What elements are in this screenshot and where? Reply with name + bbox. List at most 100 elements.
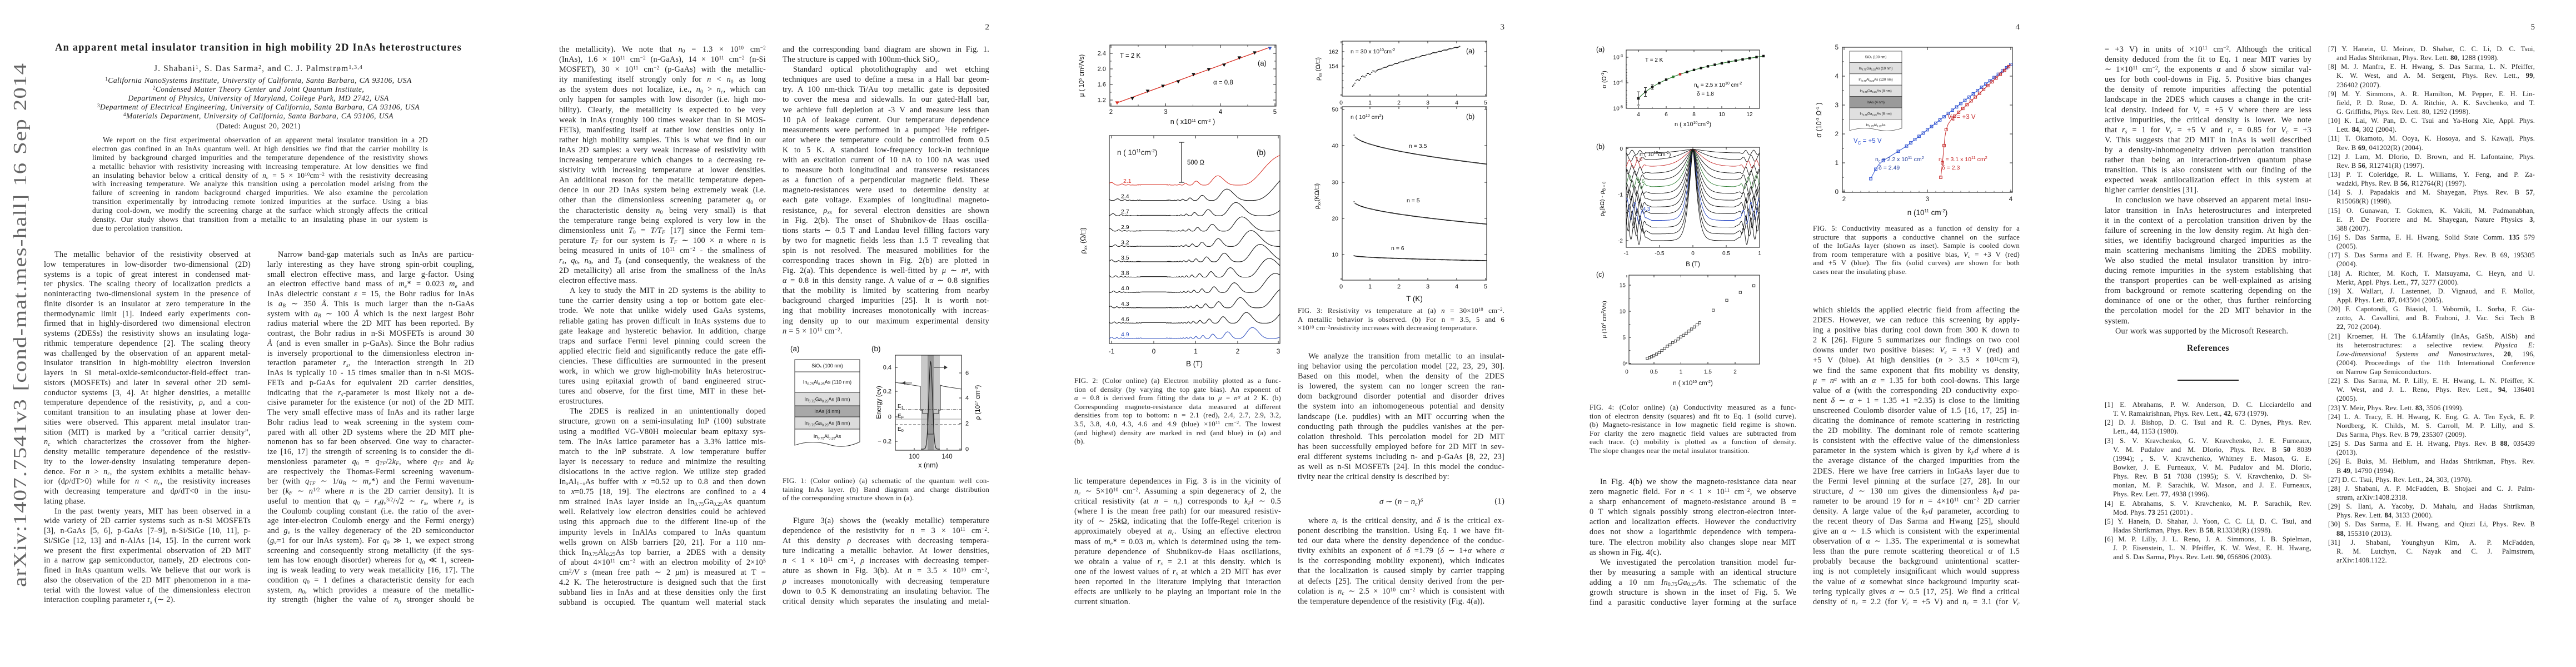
svg-text:ρB(kΩ) - ρB = 0: ρB(kΩ) - ρB = 0 — [1599, 182, 1607, 217]
svg-text:-0.5: -0.5 — [1655, 251, 1665, 257]
svg-text:1.2: 1.2 — [1098, 97, 1106, 104]
svg-text:(b): (b) — [1466, 113, 1474, 121]
svg-text:15: 15 — [1620, 283, 1626, 289]
svg-text:0: 0 — [1622, 361, 1626, 367]
svg-text:1.5: 1.5 — [1704, 369, 1712, 375]
svg-text:In0.75Ga0.25As (10 nm): In0.75Ga0.25As (10 nm) — [1859, 67, 1893, 71]
svg-text:n ( x1010 cm-2): n ( x1010 cm-2) — [1673, 380, 1713, 387]
svg-text:In0.75Ga0.25As (8 nm): In0.75Ga0.25As (8 nm) — [1860, 112, 1891, 116]
svg-text:B (T): B (T) — [1186, 360, 1203, 368]
svg-text:(a): (a) — [1466, 47, 1474, 55]
svg-text:0: 0 — [1691, 251, 1695, 257]
svg-text:(b): (b) — [1257, 148, 1266, 157]
svg-text:In0.75Al0.25As (110 nm): In0.75Al0.25As (110 nm) — [803, 380, 851, 387]
svg-text:VC = +3 V: VC = +3 V — [1947, 114, 1976, 122]
svg-text:x (nm): x (nm) — [918, 461, 938, 469]
svg-text:2.4: 2.4 — [1121, 193, 1129, 200]
svg-text:VC = +5 V: VC = +5 V — [1853, 138, 1882, 146]
svg-text:T (K): T (K) — [1406, 295, 1423, 303]
svg-text:20: 20 — [1332, 216, 1338, 222]
svg-text:5: 5 — [1622, 335, 1626, 341]
svg-text:T = 2 K: T = 2 K — [1645, 57, 1663, 63]
svg-text:E0: E0 — [898, 426, 904, 433]
svg-text:-1: -1 — [1624, 251, 1629, 257]
svg-text:1: 1 — [1368, 99, 1372, 106]
svg-text:162: 162 — [1328, 49, 1338, 56]
svg-text:In0.75Ga0.25As (8 nm): In0.75Ga0.25As (8 nm) — [805, 421, 850, 428]
svg-text:5.6: 5.6 — [1637, 178, 1645, 185]
svg-text:nc = 2.5 x 1010 cm-2: nc = 2.5 x 1010 cm-2 — [1694, 82, 1742, 89]
svg-text:δ = 2.49: δ = 2.49 — [1879, 165, 1900, 171]
svg-text:2.0: 2.0 — [1098, 66, 1106, 73]
svg-text:6: 6 — [965, 370, 969, 377]
svg-text:2.1: 2.1 — [1123, 178, 1132, 185]
svg-text:n (1011 cm-2): n (1011 cm-2) — [1907, 208, 1947, 217]
svg-text:n ( 1010 cm2): n ( 1010 cm2) — [1351, 114, 1383, 121]
svg-text:0: 0 — [1835, 189, 1838, 196]
svg-text:SiOₓ (100 nm): SiOₓ (100 nm) — [811, 363, 843, 369]
svg-text:In0.75Ga0.25As (8 nm): In0.75Ga0.25As (8 nm) — [805, 397, 850, 404]
svg-text:3: 3 — [1426, 99, 1429, 106]
svg-text:T = 2 K: T = 2 K — [1120, 53, 1141, 59]
svg-text:n = 30 x 1010cm-2: n = 30 x 1010cm-2 — [1351, 48, 1395, 55]
svg-text:(a): (a) — [1258, 59, 1267, 67]
svg-text:7.0: 7.0 — [1635, 157, 1642, 163]
svg-text:nc = 3.1 x 1011 cm2: nc = 3.1 x 1011 cm2 — [1939, 155, 1987, 164]
svg-text:0: 0 — [888, 414, 891, 421]
svg-text:1: 1 — [1368, 283, 1372, 290]
svg-text:2: 2 — [1842, 196, 1846, 203]
svg-text:3.2: 3.2 — [1121, 239, 1129, 246]
svg-text:0: 0 — [1152, 347, 1156, 355]
svg-text:3.5: 3.5 — [1121, 255, 1129, 261]
svg-text:(b): (b) — [871, 345, 881, 353]
svg-text:4: 4 — [1637, 112, 1640, 118]
svg-text:2: 2 — [1236, 347, 1240, 355]
svg-text:2: 2 — [1733, 369, 1737, 375]
svg-text:4: 4 — [965, 395, 969, 402]
svg-text:2: 2 — [965, 421, 969, 427]
svg-text:2: 2 — [1397, 283, 1401, 290]
svg-text:6: 6 — [1665, 112, 1668, 118]
svg-text:In0.75Al0.25As (120 nm): In0.75Al0.25As (120 nm) — [1858, 78, 1892, 82]
svg-text:2.9: 2.9 — [1121, 224, 1129, 231]
svg-text:30: 30 — [1332, 180, 1338, 186]
svg-text:nc = 2.2 x 1011 cm2: nc = 2.2 x 1011 cm2 — [1875, 155, 1924, 164]
svg-text:ρxx(KΩ/□): ρxx(KΩ/□) — [1314, 183, 1322, 209]
svg-text:10: 10 — [1332, 252, 1338, 258]
svg-text:δ = 1.8: δ = 1.8 — [1697, 91, 1714, 97]
svg-text:4: 4 — [1835, 73, 1839, 80]
svg-text:-1: -1 — [1618, 192, 1623, 198]
svg-text:5: 5 — [1835, 44, 1838, 51]
svg-text:-2: -2 — [1618, 238, 1623, 245]
svg-text:10-5: 10-5 — [1613, 106, 1623, 112]
svg-text:3: 3 — [1426, 283, 1429, 290]
svg-text:In0.75Ga0.25As (8 nm): In0.75Ga0.25As (8 nm) — [1860, 89, 1891, 94]
svg-text:0.5: 0.5 — [1650, 369, 1658, 375]
svg-text:SiOₓ (100 nm): SiOₓ (100 nm) — [1865, 55, 1887, 59]
svg-text:0.5: 0.5 — [1722, 251, 1730, 257]
svg-text:4.0: 4.0 — [1121, 285, 1129, 292]
svg-text:n = 6: n = 6 — [1391, 245, 1404, 252]
svg-text:σ (10-3 Ω-1 ): σ (10-3 Ω-1 ) — [1815, 102, 1823, 137]
svg-text:(b): (b) — [1596, 143, 1605, 151]
svg-text:140: 140 — [941, 454, 952, 460]
svg-text:1: 1 — [1680, 369, 1683, 375]
svg-text:σ (Ω-1): σ (Ω-1) — [1601, 71, 1608, 88]
svg-text:InAs (4 nm): InAs (4 nm) — [814, 409, 840, 414]
svg-text:5: 5 — [1484, 283, 1487, 290]
svg-text:2: 2 — [1109, 109, 1113, 116]
svg-text:4.6: 4.6 — [1121, 316, 1129, 322]
svg-text:0.2: 0.2 — [883, 389, 891, 395]
svg-text:4: 4 — [1219, 109, 1223, 116]
svg-text:InAs (4 nm): InAs (4 nm) — [1867, 101, 1885, 104]
svg-text:0: 0 — [1625, 369, 1628, 375]
svg-text:4.3: 4.3 — [1643, 206, 1650, 212]
svg-text:(c): (c) — [1596, 271, 1605, 278]
svg-text:1.6: 1.6 — [1098, 82, 1106, 88]
svg-text:5: 5 — [1273, 109, 1277, 116]
svg-text:3: 3 — [1926, 196, 1929, 203]
svg-text:3: 3 — [1277, 347, 1280, 355]
svg-text:2: 2 — [1835, 131, 1838, 138]
svg-text:μ (104 cm2/Vs): μ (104 cm2/Vs) — [1601, 301, 1608, 339]
svg-text:2.4: 2.4 — [1098, 51, 1106, 57]
